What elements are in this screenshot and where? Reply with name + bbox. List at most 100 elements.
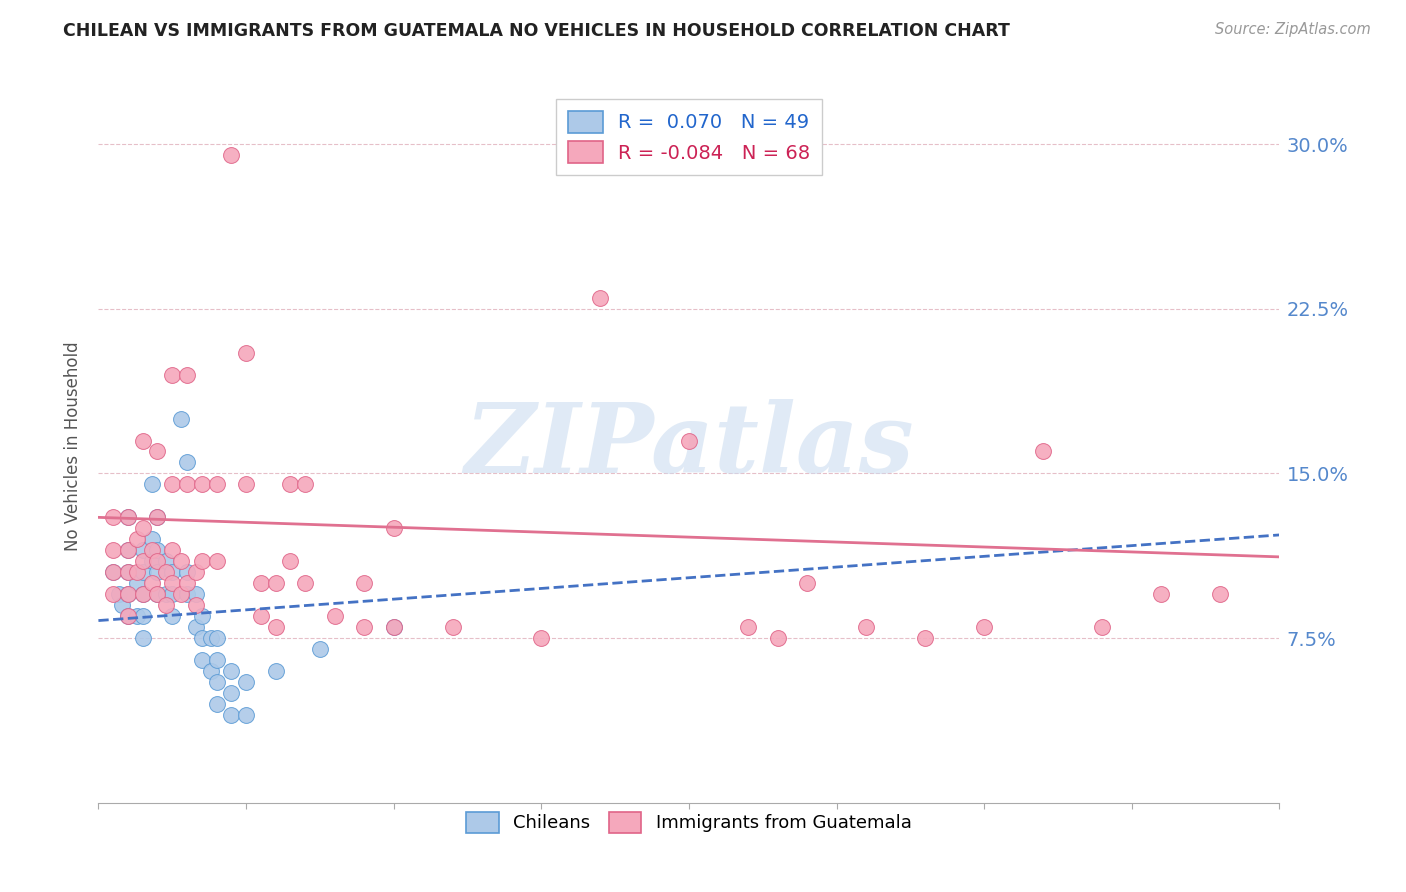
Point — [184, 620, 207, 634]
Point — [205, 675, 228, 690]
Point — [235, 675, 257, 690]
Point — [141, 477, 163, 491]
Point — [146, 510, 169, 524]
Point — [132, 566, 155, 580]
Point — [184, 566, 207, 580]
Point — [191, 653, 214, 667]
Point — [205, 477, 228, 491]
Point — [155, 566, 177, 580]
Point — [117, 543, 139, 558]
Point — [353, 576, 375, 591]
Point — [589, 291, 612, 305]
Point — [132, 521, 155, 535]
Point — [162, 477, 183, 491]
Point — [141, 554, 163, 568]
Point — [737, 620, 759, 634]
Point — [678, 434, 700, 448]
Point — [125, 566, 148, 580]
Point — [117, 566, 139, 580]
Point — [441, 620, 464, 634]
Point — [294, 576, 316, 591]
Point — [146, 543, 169, 558]
Point — [117, 587, 139, 601]
Point — [132, 587, 155, 601]
Point — [103, 566, 125, 580]
Point — [162, 543, 183, 558]
Point — [132, 543, 155, 558]
Point — [170, 587, 193, 601]
Point — [184, 598, 207, 612]
Point — [176, 477, 198, 491]
Point — [766, 631, 789, 645]
Point — [117, 510, 139, 524]
Point — [264, 576, 287, 591]
Point — [141, 543, 163, 558]
Point — [973, 620, 995, 634]
Point — [323, 609, 346, 624]
Point — [280, 477, 302, 491]
Point — [117, 587, 139, 601]
Point — [132, 609, 155, 624]
Point — [235, 708, 257, 723]
Point — [221, 664, 243, 678]
Point — [146, 566, 169, 580]
Point — [264, 620, 287, 634]
Point — [170, 411, 193, 425]
Point — [162, 576, 183, 591]
Point — [125, 609, 148, 624]
Text: Source: ZipAtlas.com: Source: ZipAtlas.com — [1215, 22, 1371, 37]
Point — [111, 598, 134, 612]
Point — [146, 587, 169, 601]
Point — [205, 554, 228, 568]
Point — [117, 510, 139, 524]
Point — [221, 708, 243, 723]
Point — [103, 566, 125, 580]
Point — [250, 576, 273, 591]
Point — [184, 587, 207, 601]
Point — [170, 554, 193, 568]
Point — [103, 510, 125, 524]
Point — [191, 609, 214, 624]
Point — [280, 554, 302, 568]
Point — [1150, 587, 1173, 601]
Point — [146, 554, 169, 568]
Point — [132, 434, 155, 448]
Point — [132, 631, 155, 645]
Point — [205, 697, 228, 711]
Point — [132, 587, 155, 601]
Point — [141, 576, 163, 591]
Point — [162, 566, 183, 580]
Point — [155, 598, 177, 612]
Y-axis label: No Vehicles in Household: No Vehicles in Household — [65, 341, 83, 551]
Point — [235, 477, 257, 491]
Point — [353, 620, 375, 634]
Point — [103, 543, 125, 558]
Point — [176, 368, 198, 382]
Point — [1091, 620, 1114, 634]
Point — [191, 477, 214, 491]
Point — [155, 587, 177, 601]
Point — [146, 444, 169, 458]
Point — [162, 609, 183, 624]
Point — [382, 521, 405, 535]
Point — [176, 587, 198, 601]
Point — [200, 664, 222, 678]
Point — [530, 631, 553, 645]
Point — [176, 566, 198, 580]
Point — [250, 609, 273, 624]
Point — [162, 368, 183, 382]
Point — [221, 686, 243, 700]
Legend: Chileans, Immigrants from Guatemala: Chileans, Immigrants from Guatemala — [456, 801, 922, 844]
Point — [382, 620, 405, 634]
Point — [117, 609, 139, 624]
Point — [796, 576, 818, 591]
Point — [146, 510, 169, 524]
Point — [117, 566, 139, 580]
Point — [162, 587, 183, 601]
Point — [146, 587, 169, 601]
Point — [221, 148, 243, 162]
Point — [382, 620, 405, 634]
Point — [200, 631, 222, 645]
Point — [103, 587, 125, 601]
Point — [108, 587, 131, 601]
